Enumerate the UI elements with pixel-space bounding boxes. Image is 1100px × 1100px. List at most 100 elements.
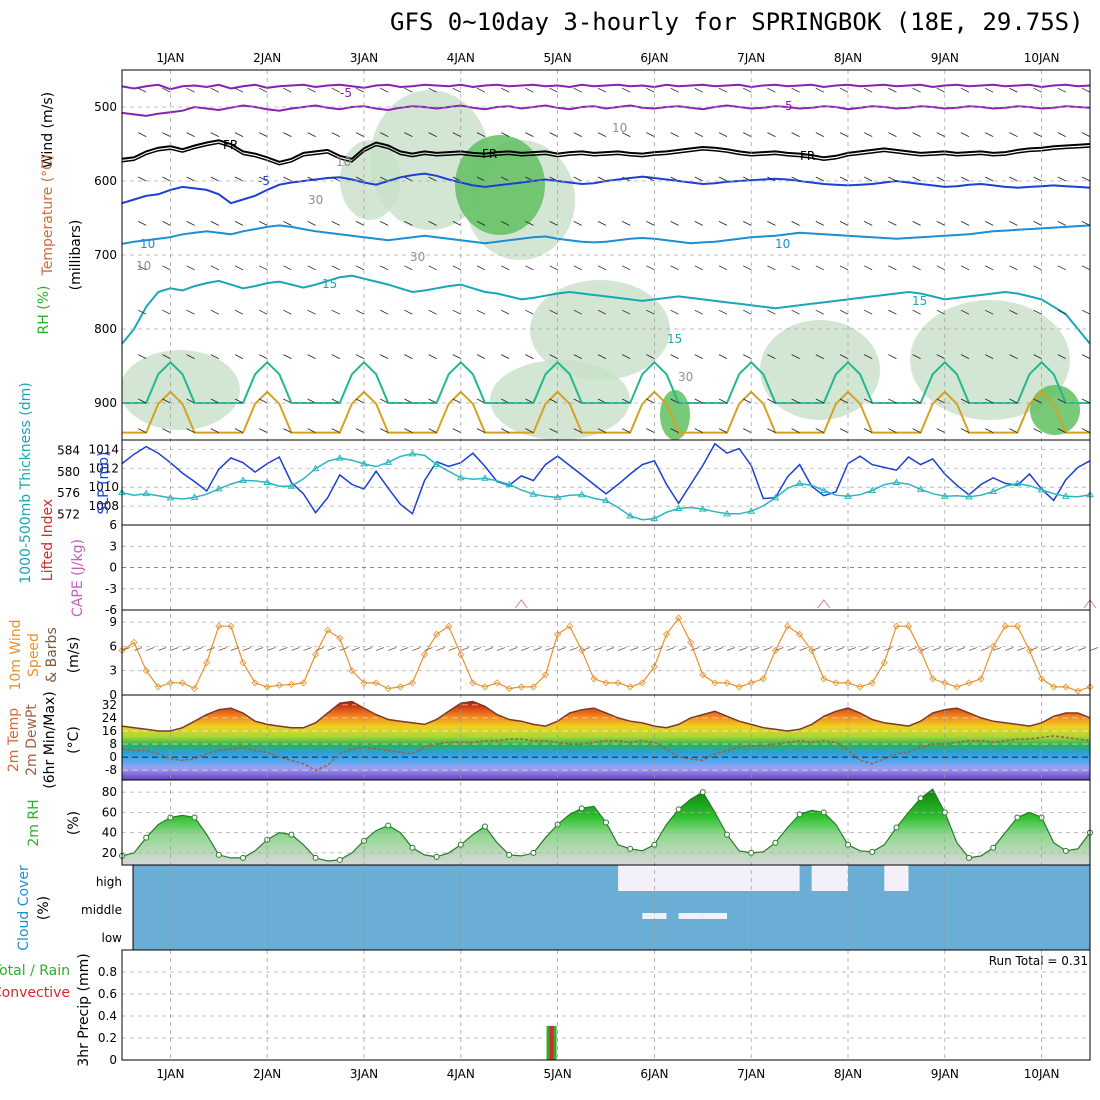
thickness-marker <box>408 449 417 457</box>
wind-barb <box>718 398 728 404</box>
rh-point <box>312 854 319 861</box>
y-tick-li: -6 <box>105 603 117 617</box>
wind-barb <box>307 398 316 404</box>
wind-barb <box>718 87 728 93</box>
y-tick-upper: 800 <box>94 322 117 336</box>
series-line-1 <box>121 453 1091 521</box>
wind-barb-10m <box>569 647 578 651</box>
wind-speed-point <box>420 650 429 659</box>
wind-barb <box>597 354 607 359</box>
wind-barb <box>331 398 340 404</box>
wind-barb <box>331 132 340 137</box>
ylabel-convective: Convective <box>0 985 70 1001</box>
wind-barb-10m <box>690 647 699 651</box>
wind-barb <box>622 309 631 315</box>
wind-barb <box>234 398 244 404</box>
wind-barb <box>622 265 631 271</box>
wind-speed-point <box>433 630 441 638</box>
wind-barb <box>355 309 365 315</box>
wind-barb <box>428 428 437 433</box>
x-tick-bottom: 9JAN <box>931 1067 959 1081</box>
wind-barb <box>404 398 413 404</box>
wind-speed-point <box>711 679 719 687</box>
wind-barb <box>1081 265 1090 271</box>
wind-barb-10m <box>872 647 881 651</box>
wind-barb <box>985 398 994 404</box>
wind-barb <box>380 428 389 433</box>
wind-barb-10m <box>375 647 385 651</box>
rh-point <box>215 851 222 858</box>
wind-barb <box>501 354 510 359</box>
wind-barb <box>307 354 316 359</box>
wind-barb-10m <box>400 647 409 651</box>
wind-speed-point <box>312 650 320 659</box>
wind-barb <box>428 176 437 182</box>
wind-barb-10m <box>303 647 312 651</box>
cloud-cover-bg <box>133 865 1090 950</box>
wind-barb <box>404 428 413 433</box>
wind-speed-point <box>892 622 900 630</box>
wind-barb <box>936 398 945 404</box>
rh-shade-4 <box>122 350 240 430</box>
wind-speed-point <box>566 622 574 630</box>
wind-barb <box>549 309 558 315</box>
wind-barb <box>234 176 244 182</box>
wind-barb <box>597 132 607 137</box>
y-tick-thickness: 580 <box>57 465 80 479</box>
ylabel-2m-rh: 2m RH <box>26 799 42 846</box>
wind-barb <box>122 313 123 315</box>
wind-barb <box>404 221 413 226</box>
wind-barb <box>694 132 703 137</box>
wind-barb <box>597 309 607 315</box>
wind-barb-10m <box>617 647 627 651</box>
wind-barb <box>622 354 631 359</box>
thickness-marker <box>940 492 949 499</box>
cape-spike <box>514 599 528 609</box>
wind-barb-10m <box>678 647 687 651</box>
wind-barb <box>936 132 945 137</box>
wind-barb <box>331 265 340 271</box>
wind-barb <box>597 221 607 226</box>
wind-barb <box>718 221 728 226</box>
wind-barb <box>1009 132 1018 137</box>
wind-barb <box>355 221 365 226</box>
wind-barb <box>767 428 776 433</box>
wind-barb-10m <box>751 647 760 651</box>
wind-speed-point <box>384 684 392 693</box>
wind-barb <box>1057 265 1066 271</box>
temp-contour-label: 15 <box>667 332 682 346</box>
wind-speed-point <box>191 684 199 693</box>
wind-barb <box>888 87 897 93</box>
wind-barb <box>767 87 776 93</box>
wind-barb <box>549 132 558 137</box>
rh-point <box>796 811 803 818</box>
wind-barb <box>936 428 945 433</box>
wind-barb <box>138 265 147 271</box>
wind-barb <box>162 354 171 359</box>
wind-barb <box>573 354 582 359</box>
wind-barb <box>767 265 776 271</box>
wind-barb <box>839 132 849 137</box>
x-tick-top: 4JAN <box>447 51 475 65</box>
wind-speed-point <box>783 622 792 630</box>
wind-speed-point <box>554 630 562 638</box>
wind-barb <box>525 354 534 359</box>
y-tick-thickness: 584 <box>57 444 80 458</box>
wind-speed-point <box>941 679 949 687</box>
wind-barb-10m <box>424 647 433 651</box>
wind-barb <box>210 428 219 433</box>
rh-point <box>893 824 900 831</box>
wind-barb <box>573 428 582 433</box>
wind-barb <box>670 132 679 137</box>
ylabel-wind-10m: 10m Wind <box>8 619 24 690</box>
thickness-marker <box>142 489 151 497</box>
wind-barb <box>331 309 340 315</box>
wind-barb <box>476 87 486 93</box>
wind-barb <box>380 87 389 93</box>
temp-contour-label: FR <box>482 147 497 161</box>
wind-barb-10m <box>279 647 288 651</box>
cloud-high-block <box>884 865 909 891</box>
wind-barb <box>549 398 558 404</box>
rh-point <box>966 854 972 861</box>
rh-point <box>917 795 924 802</box>
